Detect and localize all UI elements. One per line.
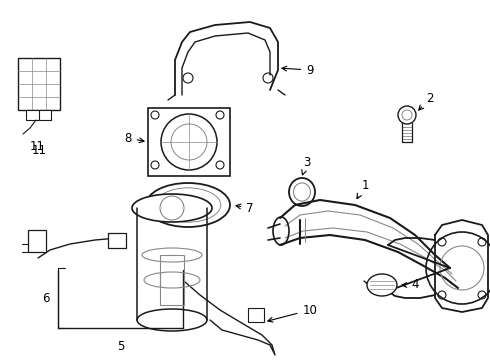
Text: 1: 1 bbox=[357, 179, 369, 198]
Bar bbox=[108, 233, 126, 248]
Bar bbox=[148, 108, 230, 176]
Text: 7: 7 bbox=[236, 202, 254, 215]
Bar bbox=[28, 230, 46, 252]
Ellipse shape bbox=[367, 274, 397, 296]
Text: 4: 4 bbox=[402, 279, 419, 292]
Text: 11: 11 bbox=[29, 140, 45, 153]
Text: 6: 6 bbox=[42, 292, 50, 305]
Text: 3: 3 bbox=[302, 156, 311, 175]
Text: 11: 11 bbox=[31, 144, 47, 157]
Bar bbox=[26, 110, 51, 120]
Bar bbox=[18, 58, 60, 110]
Text: 2: 2 bbox=[419, 91, 434, 110]
Text: 9: 9 bbox=[282, 63, 314, 77]
Text: 5: 5 bbox=[117, 340, 124, 353]
Circle shape bbox=[398, 106, 416, 124]
Bar bbox=[160, 255, 184, 305]
Bar bbox=[248, 308, 264, 322]
Ellipse shape bbox=[132, 194, 212, 222]
Text: 10: 10 bbox=[268, 303, 318, 322]
Text: 8: 8 bbox=[124, 131, 144, 144]
